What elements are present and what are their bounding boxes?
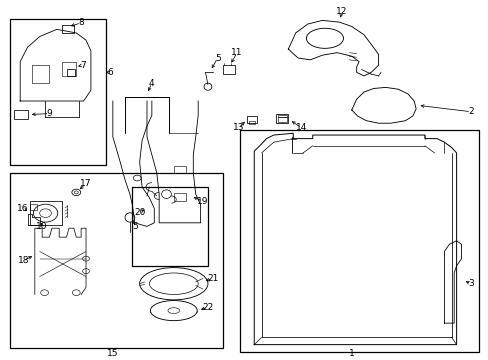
Bar — [10, 173, 222, 348]
Bar — [222, 65, 235, 74]
Bar — [277, 114, 286, 117]
Text: 9: 9 — [46, 109, 52, 118]
Bar — [14, 110, 28, 119]
Text: 13: 13 — [232, 123, 244, 132]
Text: 10: 10 — [36, 222, 48, 231]
Bar — [61, 25, 74, 33]
Text: 12: 12 — [336, 7, 347, 16]
Text: 1: 1 — [348, 349, 354, 358]
Bar — [246, 116, 256, 122]
Bar — [66, 69, 75, 76]
Text: 2: 2 — [468, 107, 473, 116]
Text: 16: 16 — [18, 204, 29, 213]
Bar — [132, 187, 207, 266]
Text: 11: 11 — [231, 48, 243, 57]
Bar — [30, 204, 37, 210]
Bar — [10, 19, 105, 166]
Text: 3: 3 — [468, 279, 473, 288]
Bar — [239, 130, 478, 352]
Text: 19: 19 — [197, 197, 208, 206]
Text: 22: 22 — [202, 302, 213, 311]
Bar — [276, 114, 288, 123]
Text: 15: 15 — [107, 349, 119, 358]
Text: 14: 14 — [295, 123, 306, 132]
Bar — [173, 166, 185, 173]
Text: 5: 5 — [132, 222, 138, 231]
Bar — [249, 121, 255, 124]
Text: 18: 18 — [18, 256, 29, 265]
Bar — [277, 117, 286, 122]
Text: 6: 6 — [107, 68, 113, 77]
Text: 4: 4 — [149, 78, 154, 87]
Text: 7: 7 — [80, 61, 85, 70]
Text: 5: 5 — [214, 54, 220, 63]
Text: 17: 17 — [80, 179, 92, 188]
Bar — [173, 193, 185, 201]
Text: 20: 20 — [134, 208, 145, 217]
Text: 21: 21 — [207, 274, 218, 283]
Bar — [30, 201, 61, 225]
Text: 8: 8 — [78, 18, 84, 27]
